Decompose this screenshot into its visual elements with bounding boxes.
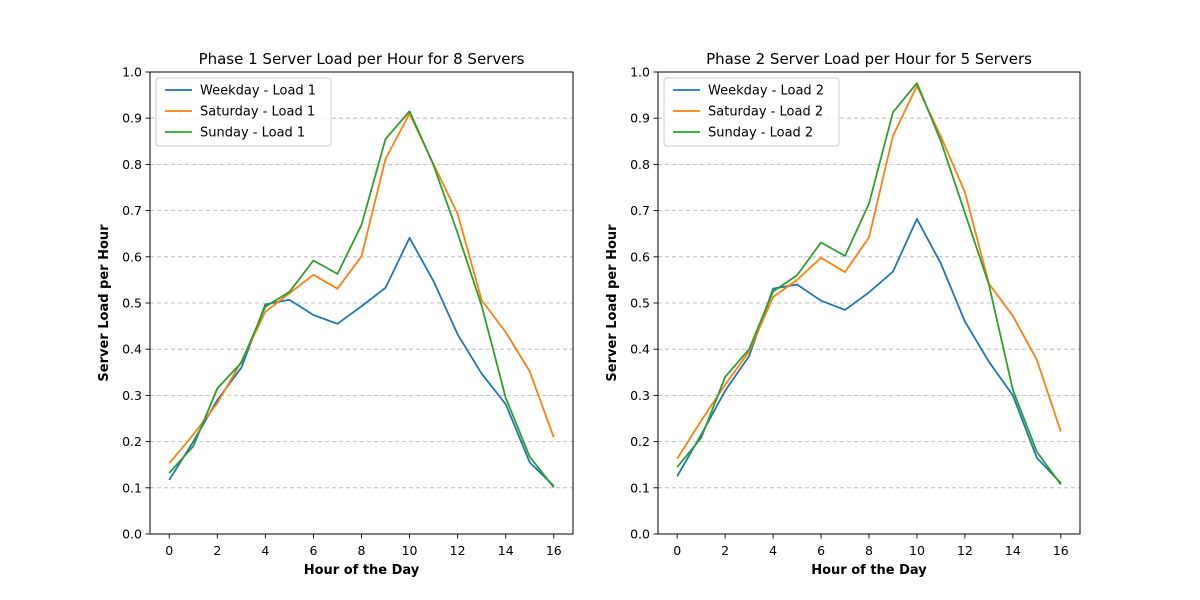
x-tick-label: 6 (817, 543, 825, 558)
series-line-2 (168, 112, 555, 464)
chart-panel-1: 0 2 4 6 8 10 12 14 16 0.0 0.1 0.2 0.3 0.4 0.5 0.6 0.7 0.8… (97, 50, 574, 578)
legend-entry: Weekday - Load 2 (708, 84, 824, 99)
y-tick-label: 0.0 (122, 527, 142, 542)
x-tick-label: 2 (721, 543, 729, 558)
y-tick-label: 0.7 (630, 203, 650, 218)
x-tick-label: 4 (769, 543, 777, 558)
legend: Weekday - Load 1 Saturday - Load 1 Sunday … (155, 77, 332, 147)
x-tick-label: 2 (213, 543, 221, 558)
y-tick-label: 0.8 (630, 157, 650, 172)
y-tick-label: 0.0 (630, 527, 650, 542)
y-tick-label: 0.1 (630, 480, 650, 495)
y-tick-label: 0.8 (122, 157, 142, 172)
x-tick-label: 0 (673, 543, 681, 558)
y-tick-label: 0.9 (630, 111, 650, 126)
y-tick-label: 0.7 (122, 203, 142, 218)
y-tick-label: 1.0 (630, 65, 650, 80)
legend-box (155, 77, 332, 147)
series-line-3 (676, 82, 1062, 486)
legend-entry: Sunday - Load 1 (200, 126, 305, 141)
y-tick-label: 0.1 (122, 480, 142, 495)
x-tick-label: 12 (450, 543, 466, 558)
y-tick-label: 0.4 (630, 342, 650, 357)
series-line-1 (168, 236, 555, 487)
y-axis-label: Server Load per Hour (605, 224, 620, 382)
y-tick-label: 0.9 (122, 111, 142, 126)
y-tick-label: 0.5 (122, 296, 142, 311)
series-line-1 (676, 218, 1062, 484)
x-tick-label: 14 (1005, 543, 1021, 558)
y-tick-label: 1.0 (122, 65, 142, 80)
legend-entry: Saturday - Load 1 (200, 105, 315, 120)
x-tick-label: 12 (957, 543, 973, 558)
legend-box (663, 77, 840, 147)
series-line-3 (168, 110, 555, 488)
y-tick-label: 0.5 (630, 296, 650, 311)
legend-entry: Weekday - Load 1 (200, 84, 316, 99)
x-tick-label: 10 (402, 543, 418, 558)
legend: Weekday - Load 2 Saturday - Load 2 Sunday … (663, 77, 840, 147)
x-tick-label: 8 (358, 543, 366, 558)
x-tick-label: 14 (498, 543, 514, 558)
y-tick-label: 0.3 (122, 388, 142, 403)
chart-title: Phase 1 Server Load per Hour for 8 Serve… (199, 50, 525, 68)
chart-panel-2: 0 2 4 6 8 10 12 14 16 0.0 0.1 0.2 0.3 0.4 0.5 0.6 0.7 0.8… (605, 50, 1081, 578)
y-axis-label: Server Load per Hour (97, 224, 112, 382)
y-tick-label: 0.6 (122, 249, 142, 264)
x-tick-label: 0 (165, 543, 173, 558)
x-axis-label: Hour of the Day (811, 563, 927, 578)
chart-title: Phase 2 Server Load per Hour for 5 Serve… (706, 50, 1032, 68)
legend-entry: Sunday - Load 2 (708, 126, 813, 141)
y-tick-label: 0.3 (630, 388, 650, 403)
y-tick-label: 0.6 (630, 249, 650, 264)
y-tick-label: 0.2 (122, 434, 142, 449)
legend-entry: Saturday - Load 2 (708, 105, 823, 120)
x-tick-label: 10 (909, 543, 925, 558)
y-tick-label: 0.4 (122, 342, 142, 357)
x-tick-label: 16 (546, 543, 562, 558)
y-tick-label: 0.2 (630, 434, 650, 449)
x-tick-label: 4 (261, 543, 269, 558)
x-axis-label: Hour of the Day (304, 563, 420, 578)
x-tick-label: 8 (865, 543, 873, 558)
x-tick-label: 6 (309, 543, 317, 558)
x-tick-label: 16 (1053, 543, 1069, 558)
series-line-2 (676, 84, 1062, 460)
